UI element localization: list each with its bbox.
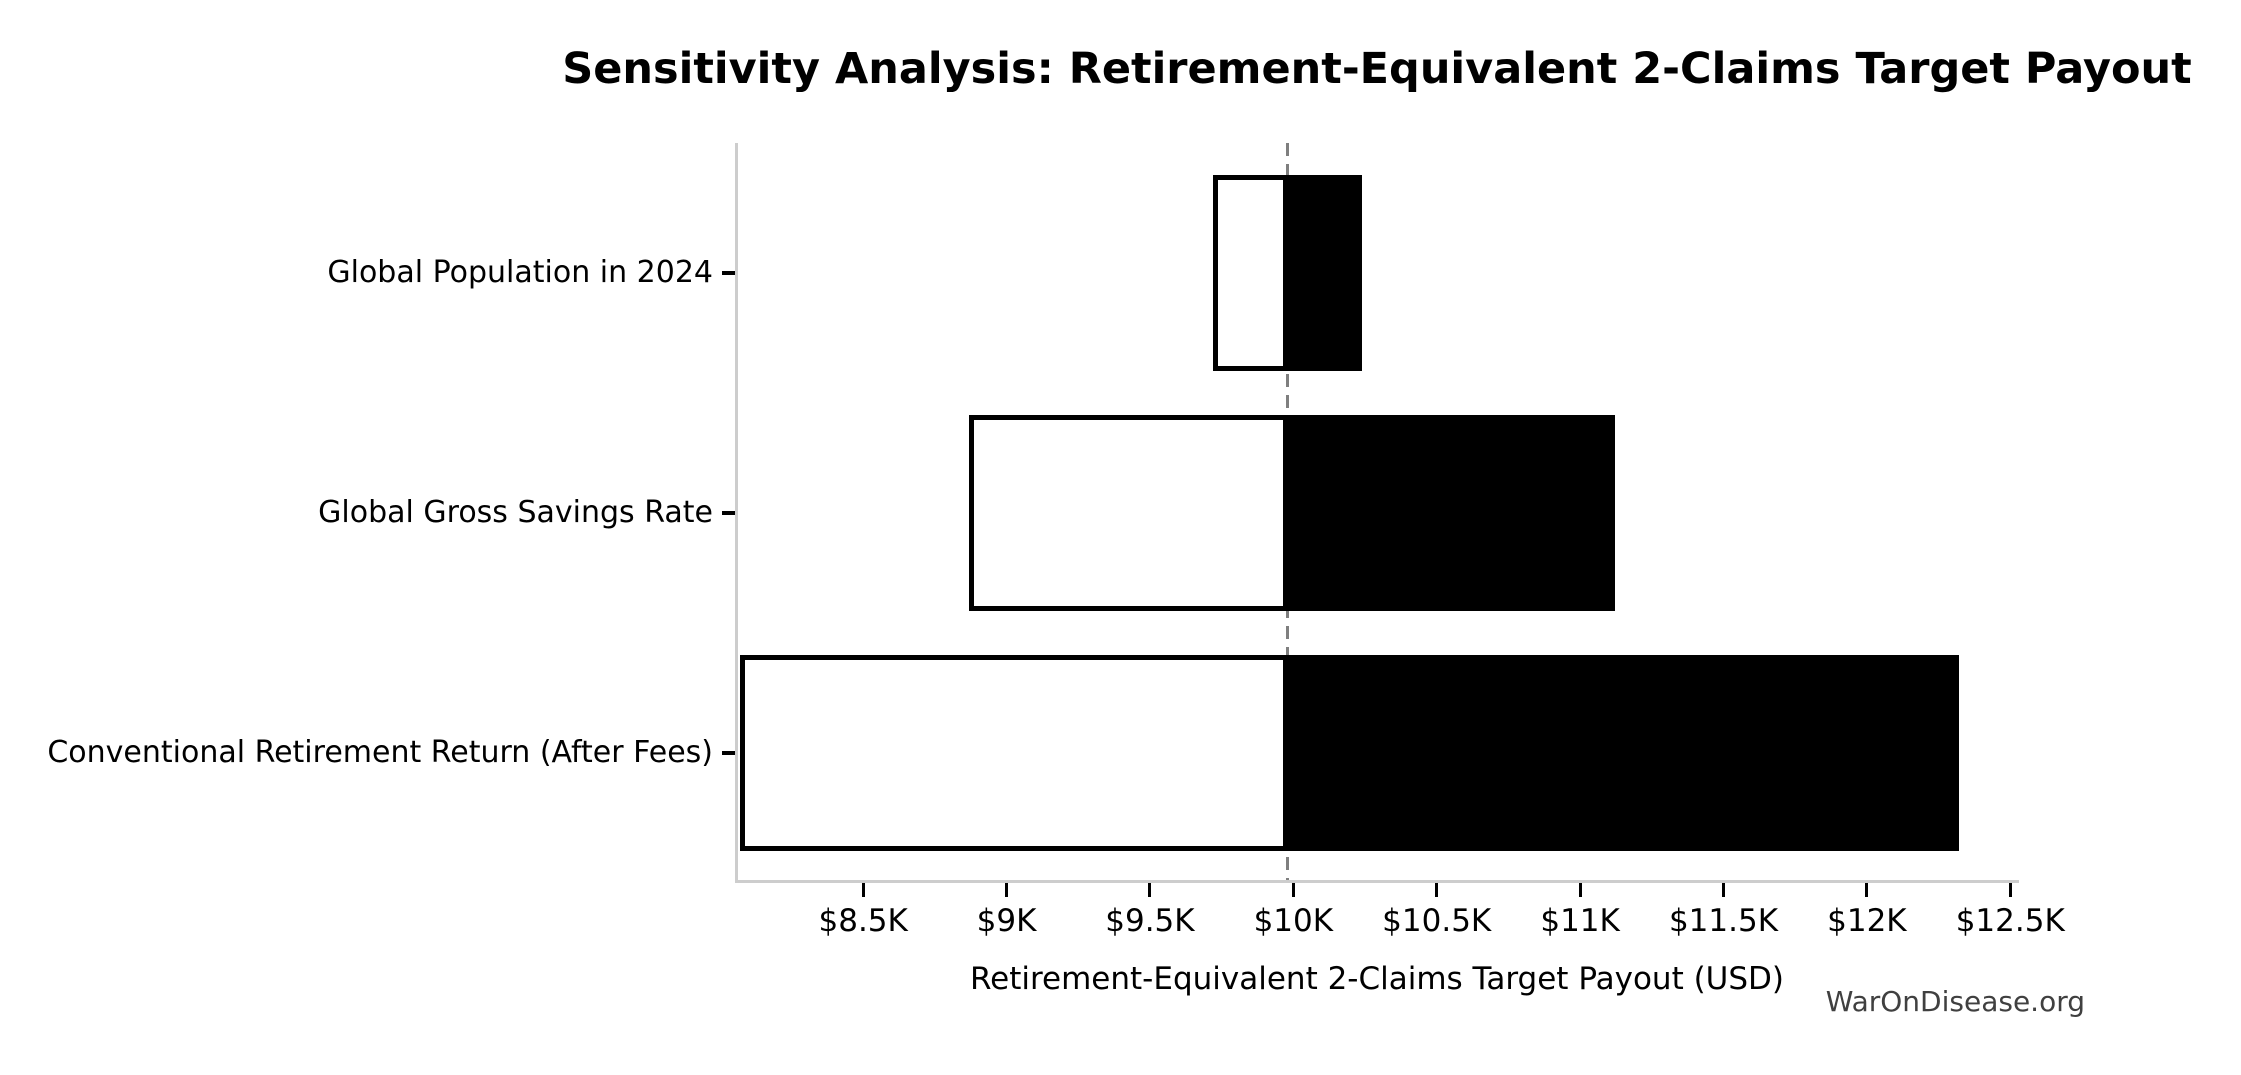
x-tick <box>1435 883 1439 897</box>
x-tick-label: $12K <box>1827 903 1907 939</box>
y-tick-label: Global Gross Savings Rate <box>318 495 713 530</box>
x-tick-label: $10K <box>1253 903 1334 939</box>
bar-low-segment <box>969 415 1288 611</box>
y-tick <box>722 271 735 275</box>
x-tick <box>1291 883 1295 897</box>
bar-high-segment <box>1287 655 1959 851</box>
x-tick-label: $8.5K <box>818 903 908 939</box>
x-tick <box>1721 883 1725 897</box>
y-tick-label: Conventional Retirement Return (After Fe… <box>47 735 713 770</box>
y-axis-spine <box>735 143 738 882</box>
y-tick-label: Global Population in 2024 <box>327 255 713 290</box>
x-tick <box>1148 883 1152 897</box>
bar-high-segment <box>1287 175 1363 371</box>
y-tick <box>722 751 735 755</box>
bar-low-segment <box>1213 175 1288 371</box>
x-tick-label: $10.5K <box>1382 903 1492 939</box>
x-tick <box>1578 883 1582 897</box>
x-tick <box>1005 883 1009 897</box>
x-tick-label: $9K <box>976 903 1037 939</box>
bar-low-segment <box>739 655 1288 851</box>
x-tick-label: $11K <box>1540 903 1620 939</box>
x-tick <box>861 883 865 897</box>
x-tick-label: $11.5K <box>1668 903 1779 939</box>
x-tick <box>2008 883 2012 897</box>
bar-high-segment <box>1287 415 1615 611</box>
watermark: WarOnDisease.org <box>1825 985 2085 1018</box>
x-axis-label: Retirement-Equivalent 2-Claims Target Pa… <box>969 961 1785 997</box>
x-tick-label: $9.5K <box>1105 903 1195 939</box>
x-tick <box>1865 883 1869 897</box>
x-axis-spine <box>735 880 2019 883</box>
y-tick <box>722 511 735 515</box>
x-tick-label: $12.5K <box>1955 903 2065 939</box>
chart-title: Sensitivity Analysis: Retirement-Equival… <box>562 44 2192 94</box>
